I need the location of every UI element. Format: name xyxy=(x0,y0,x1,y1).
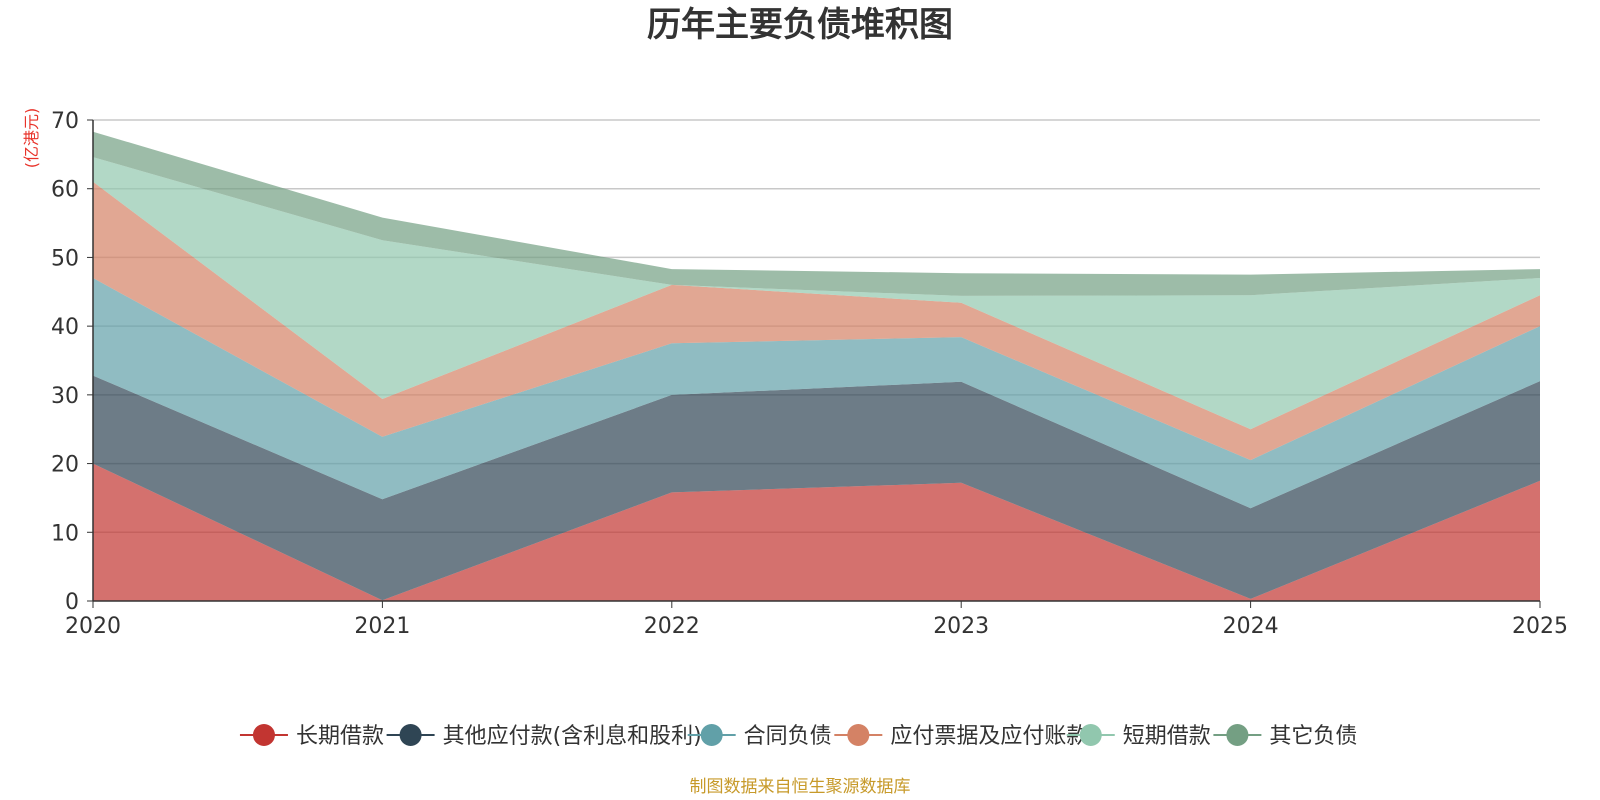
legend-label: 其他应付款(含利息和股利) xyxy=(443,724,702,749)
y-tick-label: 20 xyxy=(51,453,79,478)
y-tick-label: 0 xyxy=(65,590,79,615)
y-tick-label: 40 xyxy=(51,315,79,340)
y-tick-label: 30 xyxy=(51,384,79,409)
legend-item-3[interactable]: 合同负债 xyxy=(687,724,832,749)
y-tick-label: 50 xyxy=(51,246,79,271)
legend-label: 合同负债 xyxy=(744,724,832,749)
legend[interactable]: 长期借款 其他应付款(含利息和股利) 合同负债 应付票据及应付账款 短期借款 其它负债 xyxy=(239,724,1357,749)
y-tick-label: 10 xyxy=(51,521,79,546)
legend-label: 应付票据及应付账款 xyxy=(890,724,1088,749)
y-tick-label: 70 xyxy=(51,109,79,134)
area-series-1 xyxy=(93,463,1540,601)
legend-label: 其它负债 xyxy=(1269,724,1357,749)
legend-item-6[interactable]: 其它负债 xyxy=(1213,724,1357,749)
x-tick-label: 2024 xyxy=(1223,614,1279,639)
axes: 0 10 20 30 40 50 60 70 2020 2021 2022 2023 2024 2025 xyxy=(51,109,1568,639)
legend-item-4[interactable]: 应付票据及应付账款 xyxy=(834,724,1088,749)
x-tick-label: 2023 xyxy=(933,614,989,639)
area-series-5 xyxy=(93,157,1540,430)
legend-marker xyxy=(1226,724,1249,746)
y-axis-unit-label: (亿港元) xyxy=(22,108,41,169)
legend-label: 长期借款 xyxy=(296,724,384,749)
x-tick-label: 2025 xyxy=(1512,614,1568,639)
legend-marker xyxy=(847,724,870,746)
legend-marker xyxy=(399,724,422,746)
data-source-note: 制图数据来自恒生聚源数据库 xyxy=(690,777,911,797)
y-tick-label: 60 xyxy=(51,178,79,203)
area-series-2 xyxy=(93,375,1540,601)
area-series-6 xyxy=(93,131,1540,296)
legend-marker xyxy=(252,724,275,746)
legend-item-2[interactable]: 其他应付款(含利息和股利) xyxy=(386,724,702,749)
legend-marker xyxy=(1079,724,1102,746)
legend-item-1[interactable]: 长期借款 xyxy=(239,724,384,749)
x-tick-label: 2020 xyxy=(65,614,121,639)
area-series-3 xyxy=(93,278,1540,509)
area-series xyxy=(93,131,1540,601)
chart-title: 历年主要负债堆积图 xyxy=(647,5,953,45)
legend-label: 短期借款 xyxy=(1123,724,1211,749)
area-series-4 xyxy=(93,181,1540,461)
legend-item-5[interactable]: 短期借款 xyxy=(1066,724,1211,749)
x-tick-label: 2022 xyxy=(644,614,700,639)
legend-marker xyxy=(700,724,723,746)
x-tick-label: 2021 xyxy=(354,614,410,639)
